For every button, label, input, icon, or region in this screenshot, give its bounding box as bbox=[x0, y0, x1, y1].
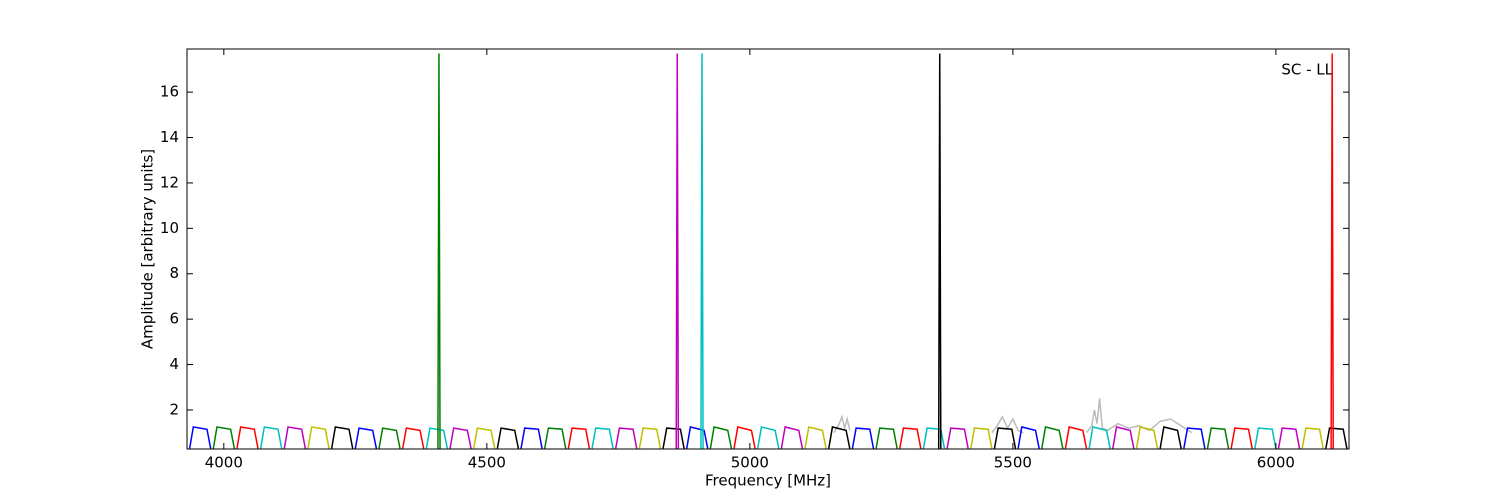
y-axis-label: Amplitude [arbitrary units] bbox=[139, 149, 157, 349]
annotation: SC - LL bbox=[1281, 61, 1333, 79]
series-line bbox=[1085, 398, 1193, 434]
series-line bbox=[212, 426, 1230, 449]
x-axis-label: Frequency [MHz] bbox=[705, 472, 831, 490]
plot-frame bbox=[186, 48, 1350, 450]
x-tick-label: 5000 bbox=[731, 454, 769, 472]
series-line bbox=[259, 426, 1277, 449]
y-tick-label: 16 bbox=[160, 83, 179, 101]
y-tick-label: 2 bbox=[169, 400, 179, 418]
y-tick-label: 10 bbox=[160, 219, 179, 237]
series-line bbox=[833, 414, 851, 434]
series-line bbox=[330, 426, 1348, 449]
series-line bbox=[700, 53, 704, 449]
series-line bbox=[283, 426, 1301, 449]
y-tick-label: 14 bbox=[160, 128, 179, 146]
series-line bbox=[1330, 53, 1334, 449]
x-tick-label: 6000 bbox=[1257, 454, 1295, 472]
series-line bbox=[236, 426, 1253, 449]
y-tick-label: 6 bbox=[169, 310, 179, 328]
series-line bbox=[307, 426, 1324, 449]
y-tick-label: 12 bbox=[160, 173, 179, 191]
series-line bbox=[675, 53, 680, 449]
series-line bbox=[991, 415, 1024, 434]
series-line bbox=[437, 53, 441, 449]
x-tick-label: 4000 bbox=[205, 454, 243, 472]
series-line bbox=[188, 426, 1206, 449]
y-tick-label: 8 bbox=[169, 264, 179, 282]
y-tick-label: 4 bbox=[169, 355, 179, 373]
series-line bbox=[937, 53, 942, 449]
x-tick-label: 5500 bbox=[994, 454, 1032, 472]
x-tick-label: 4500 bbox=[468, 454, 506, 472]
